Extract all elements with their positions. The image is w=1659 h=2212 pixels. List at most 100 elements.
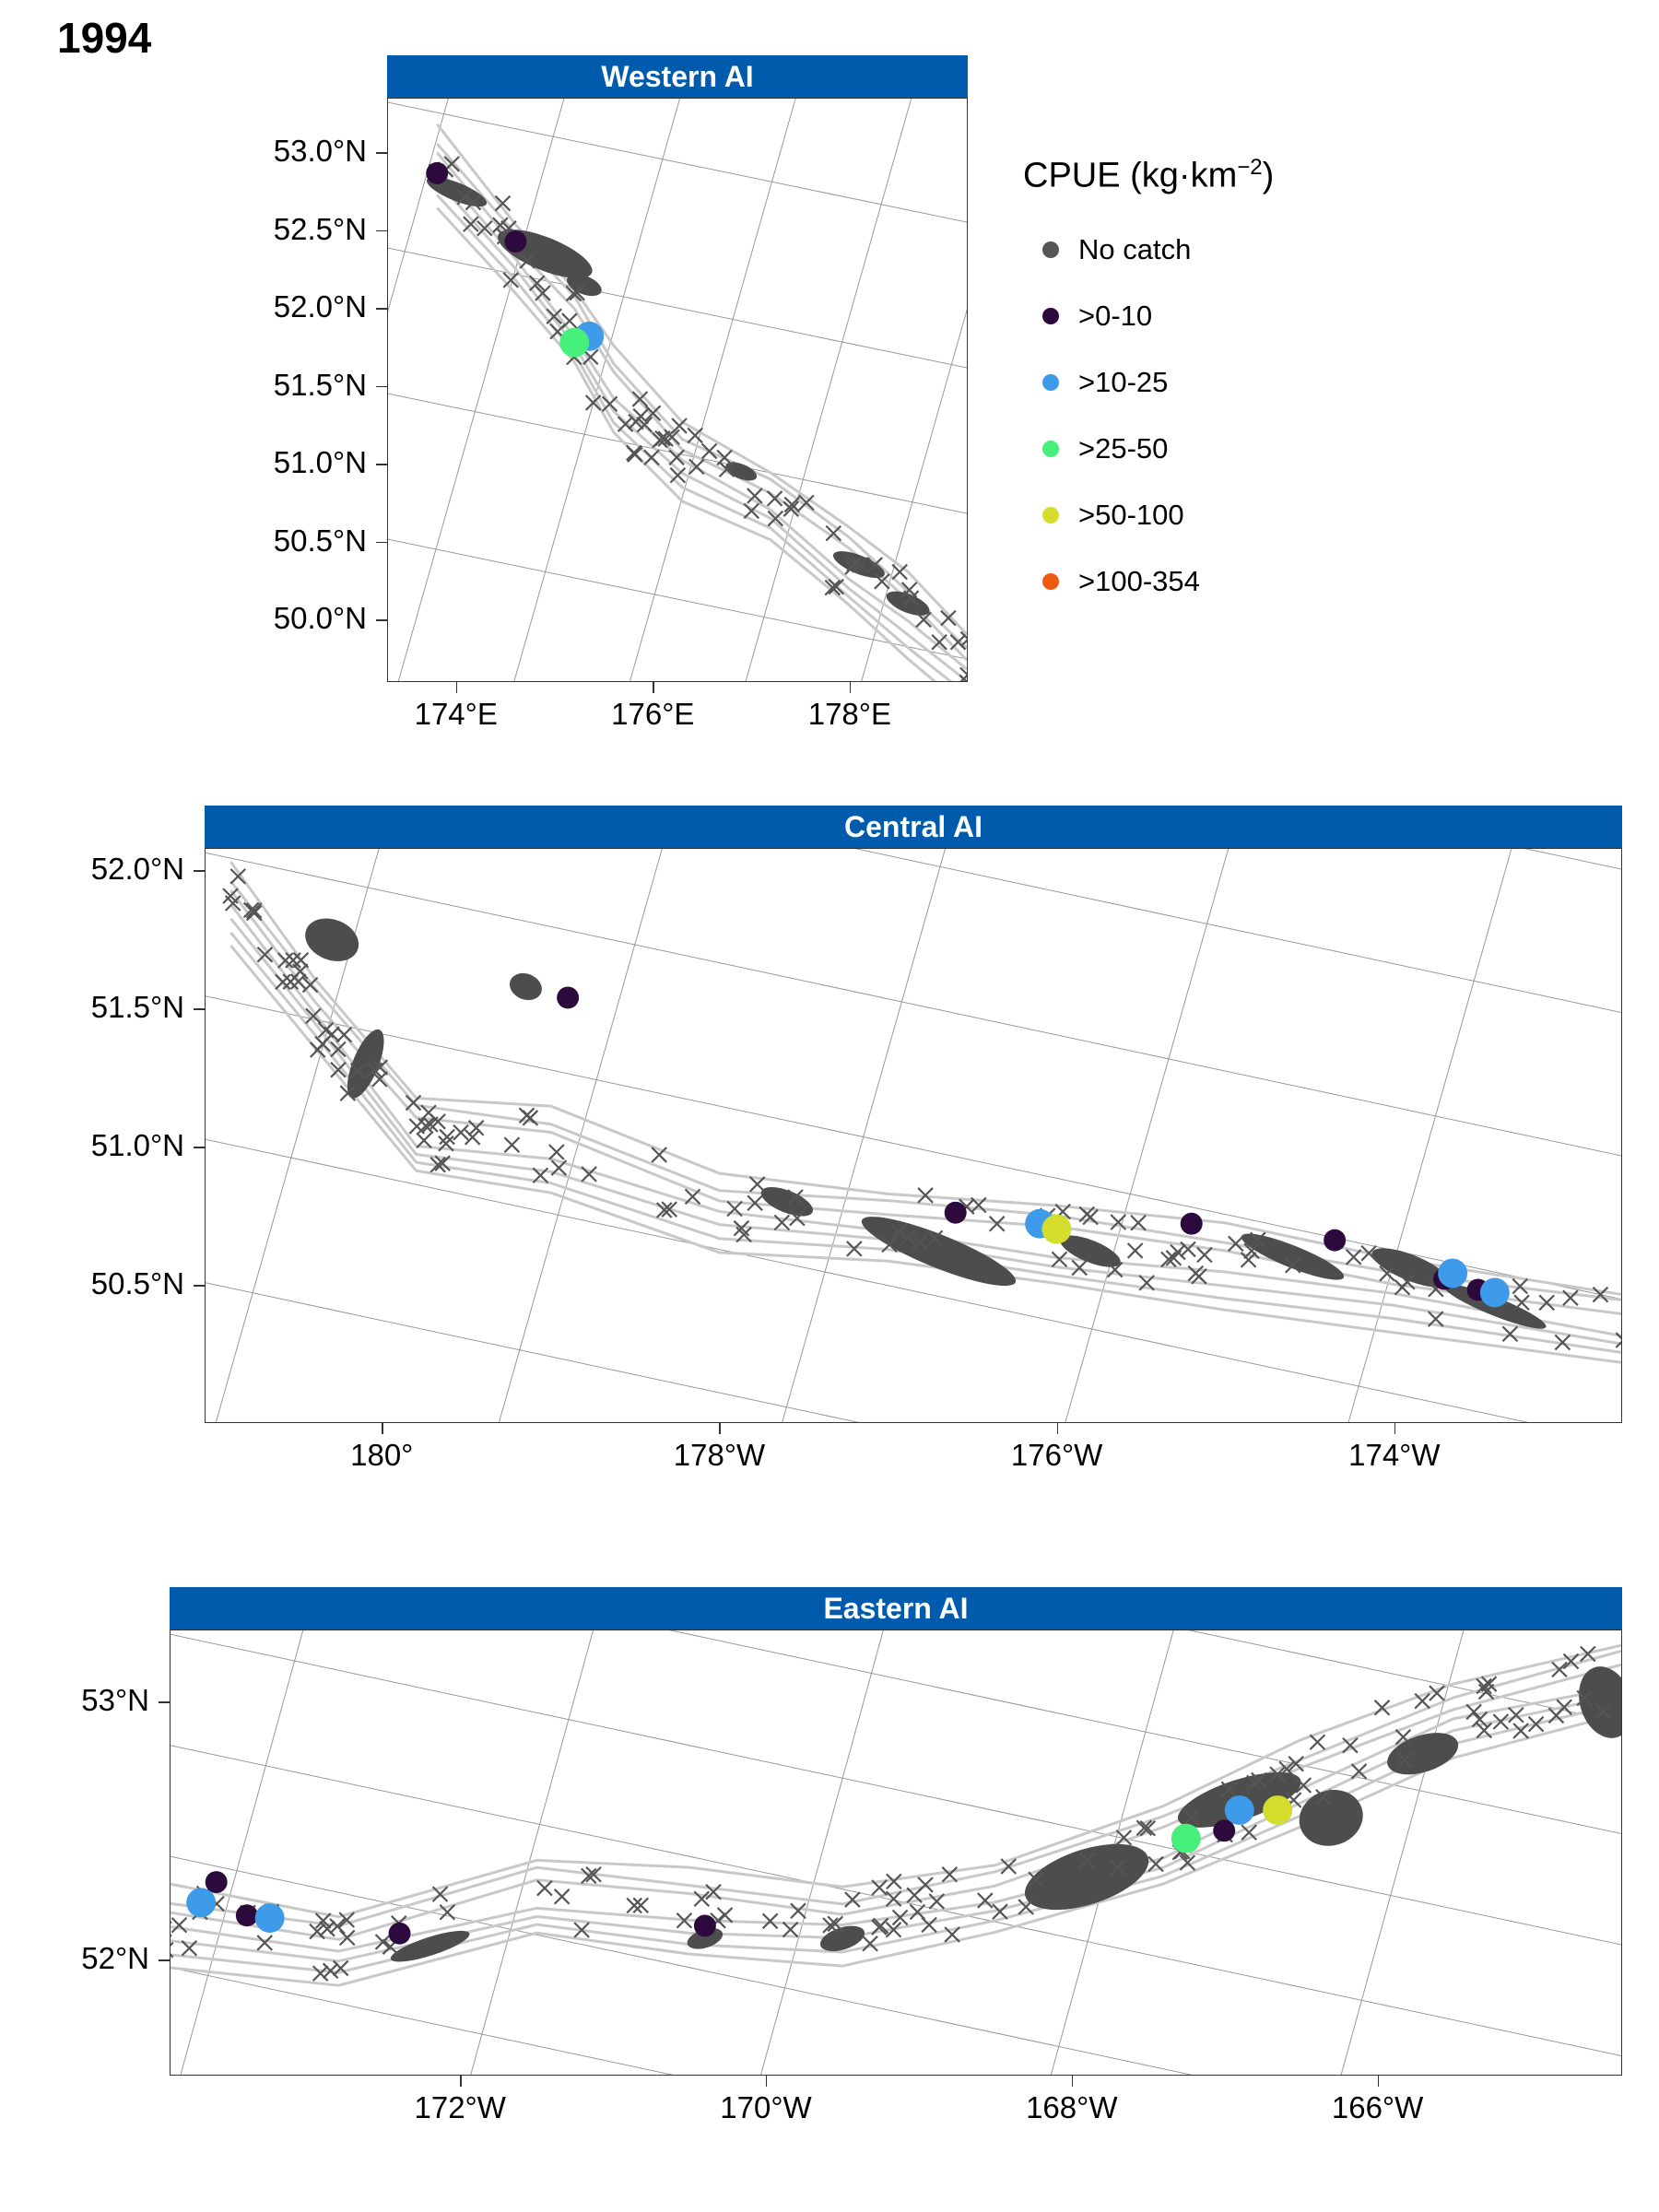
no-catch-marker [1615, 1332, 1621, 1348]
depth-contour [436, 142, 967, 650]
legend-key [1023, 373, 1078, 391]
no-catch-marker [828, 578, 844, 595]
no-catch-marker [1284, 1257, 1301, 1274]
no-catch-marker [581, 1166, 597, 1182]
legend-item: >0-10 [1023, 283, 1410, 349]
y-tick-mark [194, 1008, 205, 1010]
x-tick-label: 170°W [720, 2090, 812, 2124]
no-catch-marker [503, 1136, 521, 1153]
no-catch-marker [900, 1229, 917, 1246]
no-catch-marker [885, 1890, 902, 1907]
y-tick-label: 51.0°N [90, 1128, 184, 1162]
no-catch-marker [181, 1940, 198, 1957]
catch-point [1438, 1258, 1468, 1288]
no-catch-marker [631, 391, 649, 407]
island [1579, 1666, 1621, 1738]
no-catch-marker [891, 1909, 909, 1926]
no-catch-marker [1427, 1311, 1444, 1327]
no-catch-marker [827, 1915, 844, 1933]
no-catch-marker [1139, 1819, 1157, 1837]
no-catch-marker [1594, 1703, 1612, 1720]
depth-contour [436, 151, 967, 662]
no-catch-marker [959, 666, 967, 681]
no-catch-marker [871, 1919, 888, 1936]
graticule-meridian [470, 1630, 594, 2075]
island [1241, 1233, 1345, 1280]
no-catch-marker [301, 976, 319, 994]
no-catch-marker [688, 458, 705, 476]
legend-title: CPUE (kg·km−2) [1023, 155, 1275, 195]
no-catch-marker [477, 219, 493, 237]
panel-strip-western: Western AI [387, 55, 968, 98]
x-tick-mark [765, 2076, 768, 2087]
y-tick-mark [159, 1701, 170, 1703]
no-catch-marker [657, 430, 674, 447]
depth-contour [229, 931, 1621, 1354]
no-catch-marker [456, 189, 473, 206]
no-catch-marker [846, 1241, 863, 1257]
panel-central-ai: Central AI [205, 806, 1622, 1423]
no-catch-marker [988, 1216, 1006, 1232]
no-catch-marker [309, 1923, 325, 1940]
no-catch-marker [305, 1007, 322, 1025]
no-catch-marker [1071, 1259, 1088, 1277]
no-catch-marker [617, 416, 634, 432]
no-catch-marker [467, 1120, 485, 1136]
no-catch-marker [1220, 1781, 1238, 1798]
no-catch-marker [1138, 1275, 1155, 1291]
no-catch-marker [767, 510, 784, 527]
no-catch-marker [906, 1887, 923, 1904]
no-catch-marker [944, 1926, 960, 1943]
year-title: 1994 [57, 14, 152, 62]
no-catch-marker [671, 418, 688, 434]
no-catch-marker [171, 1916, 188, 1934]
no-catch-marker [1240, 1252, 1257, 1268]
no-catch-marker [626, 1897, 642, 1914]
no-catch-marker [314, 1912, 332, 1929]
y-tick-label: 53.0°N [273, 134, 367, 169]
no-catch-marker [705, 1883, 722, 1900]
island [1299, 1790, 1363, 1846]
no-catch-marker [626, 444, 642, 462]
no-catch-marker [275, 973, 291, 991]
no-catch-marker [687, 427, 703, 444]
no-catch-marker [1512, 1723, 1529, 1739]
catch-point [1180, 1212, 1203, 1235]
no-catch-marker [532, 1167, 549, 1184]
island [819, 1925, 865, 1952]
no-catch-marker [1360, 1244, 1377, 1262]
catch-point [1479, 1277, 1510, 1308]
island [390, 1930, 470, 1962]
no-catch-marker [1398, 1273, 1416, 1290]
no-catch-marker [844, 1891, 861, 1908]
no-catch-marker [881, 1236, 898, 1253]
no-catch-marker [1394, 1728, 1412, 1746]
x-tick-label: 168°W [1026, 2090, 1118, 2124]
no-catch-marker [636, 416, 653, 433]
no-catch-marker [632, 1897, 650, 1914]
y-tick-mark [376, 152, 387, 154]
no-catch-marker [322, 1962, 339, 1980]
legend-label: >10-25 [1078, 365, 1169, 398]
no-catch-marker [977, 1892, 994, 1909]
no-catch-marker [1554, 1334, 1571, 1351]
graticule-parallel [171, 1855, 1193, 2075]
graticule-parallel [668, 1630, 1621, 1835]
no-catch-marker [1130, 1214, 1147, 1231]
graticule-parallel [206, 1138, 1529, 1422]
graticule-parallel [171, 1967, 674, 2075]
depth-contour [229, 945, 1621, 1364]
panel-strip-central: Central AI [205, 806, 1622, 848]
x-tick-label: 176°E [611, 697, 695, 731]
catch-point [205, 1871, 228, 1893]
no-catch-marker [1350, 1763, 1368, 1780]
no-catch-marker [1576, 1689, 1593, 1707]
no-catch-marker [536, 1879, 553, 1897]
graticule-meridian [782, 849, 947, 1422]
no-catch-marker [773, 1214, 791, 1231]
catch-point [426, 161, 449, 184]
legend-label: >25-50 [1078, 431, 1169, 465]
no-catch-marker [1538, 1294, 1555, 1312]
no-catch-marker [747, 488, 763, 504]
x-tick-label: 166°W [1331, 2090, 1424, 2124]
